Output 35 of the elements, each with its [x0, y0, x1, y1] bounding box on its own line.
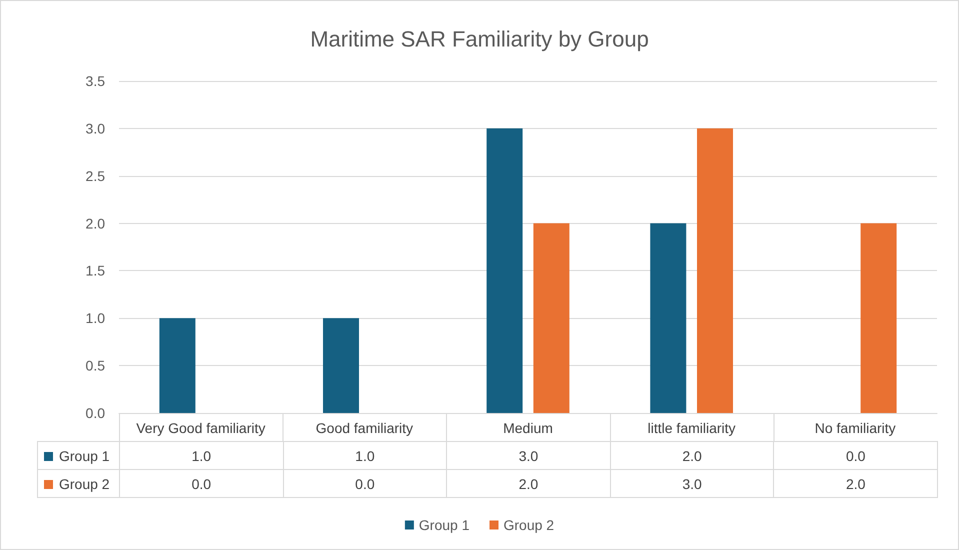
- x-tick-label: Good familiarity: [316, 420, 414, 436]
- y-tick-label: 3.0: [86, 120, 106, 136]
- data-label: 0.0: [774, 442, 938, 470]
- data-label: 2.0: [446, 470, 610, 498]
- text: Group 2: [59, 476, 110, 492]
- y-tick-label: 1.5: [86, 262, 106, 279]
- data-label: 2.0: [774, 470, 938, 498]
- x-tick-label: No familiarity: [814, 420, 896, 436]
- text: Group 1: [418, 517, 470, 533]
- data-label: 0.0: [120, 470, 284, 498]
- legend-label: Group 2: [504, 517, 554, 533]
- y-tick-label: 2.5: [86, 168, 106, 184]
- y-tick-label: 2.0: [86, 215, 106, 232]
- data-label: 0.0: [283, 470, 447, 498]
- x-tick-label: little familiarity: [648, 420, 736, 436]
- legend-label: Group 1: [38, 442, 120, 470]
- bar: [533, 223, 570, 413]
- x-tick-label: Medium: [503, 420, 553, 436]
- bar: [650, 223, 686, 413]
- y-tick-label: 0.5: [86, 358, 106, 374]
- bar: [860, 223, 897, 413]
- chart-title: Maritime SAR Familiarity by Group: [310, 26, 649, 52]
- bar: [697, 128, 733, 413]
- data-label: 1.0: [120, 442, 284, 470]
- y-tick-label: 1.0: [86, 310, 106, 326]
- y-tick-label: 0.0: [86, 405, 106, 421]
- x-tick-label: Very Good familiarity: [136, 420, 266, 436]
- data-label: 3.0: [446, 442, 610, 470]
- bar: [486, 128, 523, 413]
- data-label: 3.0: [610, 470, 774, 498]
- bar: [159, 318, 196, 413]
- bar: [323, 318, 359, 413]
- y-tick-label: 3.5: [86, 73, 106, 89]
- data-label: 1.0: [283, 442, 447, 470]
- data-label: 2.0: [610, 442, 774, 470]
